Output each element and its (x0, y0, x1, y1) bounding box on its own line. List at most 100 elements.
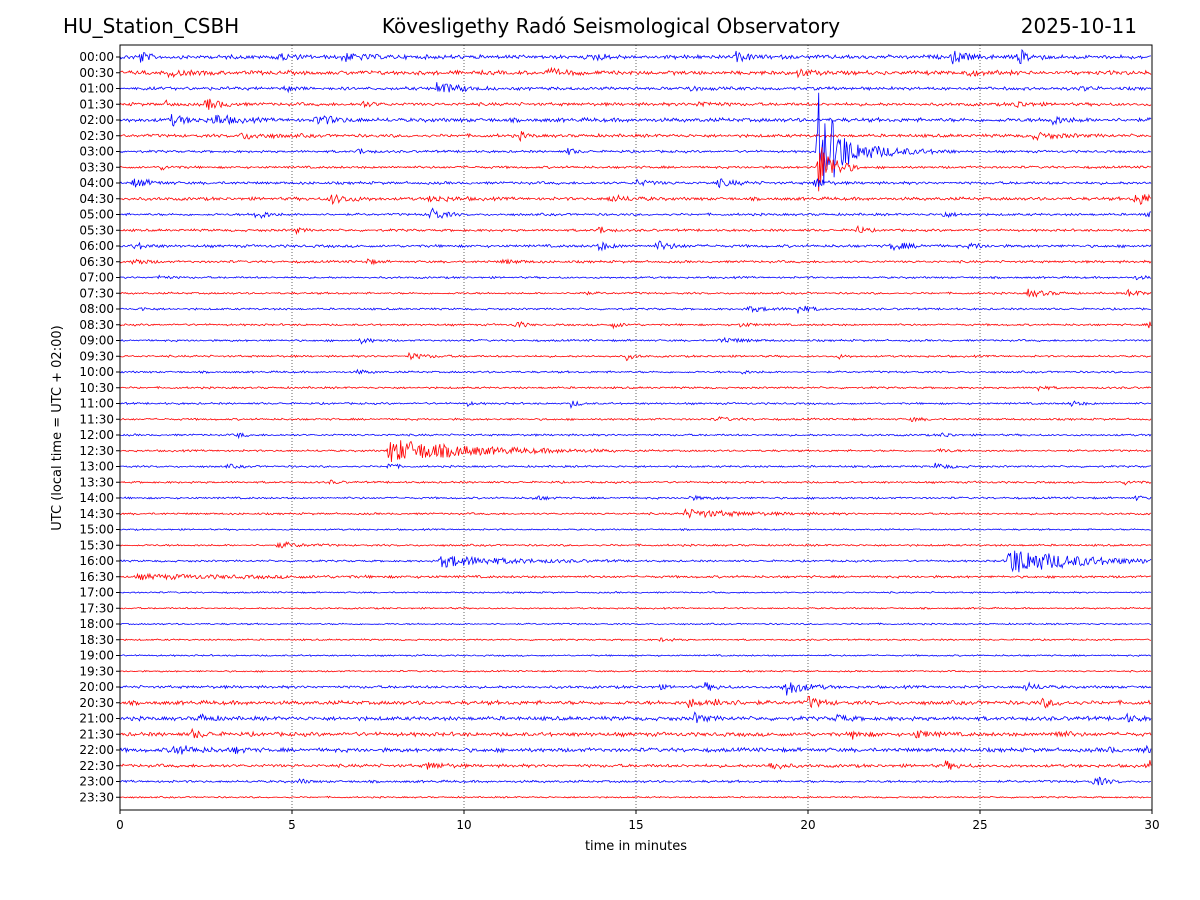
y-tick-label: 02:30 (79, 129, 114, 143)
trace-1230 (119, 440, 1152, 463)
y-tick-label: 17:00 (79, 586, 114, 600)
trace-2300 (119, 776, 1152, 786)
trace-2000 (119, 681, 1152, 696)
y-tick-label: 14:00 (79, 491, 114, 505)
y-tick-label: 09:00 (79, 334, 114, 348)
trace-1430 (119, 508, 1152, 519)
trace-1630 (119, 572, 1152, 581)
trace-0800 (119, 305, 1152, 314)
y-tick-label: 21:30 (79, 727, 114, 741)
y-tick-label: 12:30 (79, 444, 114, 458)
x-tick-label: 0 (116, 818, 124, 832)
trace-1030 (119, 385, 1152, 392)
x-tick-label: 20 (800, 818, 815, 832)
trace-0730 (119, 288, 1152, 298)
trace-0630 (119, 258, 1152, 266)
trace-0530 (119, 225, 1151, 236)
trace-0500 (119, 207, 1152, 219)
y-tick-label: 21:00 (79, 712, 114, 726)
x-axis-label: time in minutes (585, 839, 687, 854)
y-axis-label: UTC (local time = UTC + 02:00) (50, 325, 65, 530)
y-tick-label: 23:30 (79, 790, 114, 804)
trace-1200 (119, 432, 1152, 440)
y-tick-label: 13:00 (79, 460, 114, 474)
trace-1500 (119, 528, 1151, 532)
trace-0700 (119, 274, 1152, 281)
trace-0830 (119, 321, 1152, 330)
y-tick-label: 12:00 (79, 428, 114, 442)
x-tick-label: 10 (456, 818, 471, 832)
trace-2330 (119, 795, 1152, 799)
trace-2030 (119, 695, 1152, 709)
trace-1000 (119, 368, 1152, 375)
y-tick-label: 04:00 (79, 176, 114, 190)
y-tick-label: 15:00 (79, 523, 114, 537)
y-tick-label: 05:30 (79, 223, 114, 237)
x-tick-label: 25 (972, 818, 987, 832)
y-tick-label: 17:30 (79, 601, 114, 615)
trace-0300 (119, 92, 1152, 186)
y-tick-label: 11:30 (79, 412, 114, 426)
y-tick-label: 10:30 (79, 381, 114, 395)
trace-0900 (119, 336, 1152, 345)
observatory-title: Kövesligethy Radó Seismological Observat… (381, 14, 841, 38)
trace-0230 (119, 131, 1152, 143)
y-tick-label: 22:00 (79, 743, 114, 757)
trace-1800 (119, 622, 1152, 626)
trace-0000 (119, 48, 1152, 65)
y-tick-label: 02:00 (79, 113, 114, 127)
y-tick-label: 15:30 (79, 538, 114, 552)
y-tick-label: 00:30 (79, 66, 114, 80)
y-tick-label: 03:30 (79, 160, 114, 174)
trace-0600 (119, 240, 1152, 252)
trace-0430 (119, 193, 1152, 206)
trace-2200 (119, 744, 1152, 755)
y-tick-label: 00:00 (79, 50, 114, 64)
y-tick-label: 07:30 (79, 286, 114, 300)
trace-1830 (119, 637, 1152, 643)
trace-1400 (119, 494, 1152, 502)
y-tick-label: 20:30 (79, 696, 114, 710)
trace-1700 (119, 591, 1152, 595)
trace-1730 (119, 606, 1152, 610)
y-tick-label: 20:00 (79, 680, 114, 694)
y-tick-label: 10:00 (79, 365, 114, 379)
y-tick-label: 08:30 (79, 318, 114, 332)
trace-1130 (119, 416, 1152, 423)
y-tick-label: 23:00 (79, 775, 114, 789)
y-tick-label: 06:00 (79, 239, 114, 253)
trace-0400 (119, 178, 1152, 189)
trace-1530 (119, 541, 1152, 549)
trace-0100 (119, 82, 1152, 94)
trace-0930 (119, 351, 1151, 362)
trace-1600 (119, 550, 1152, 573)
trace-0330 (119, 147, 1152, 192)
y-tick-label: 08:00 (79, 302, 114, 316)
trace-0200 (119, 114, 1152, 127)
station-name: HU_Station_CSBH (63, 14, 240, 38)
trace-0130 (119, 98, 1152, 110)
trace-1930 (119, 669, 1152, 673)
y-tick-label: 16:30 (79, 570, 114, 584)
y-tick-label: 13:30 (79, 475, 114, 489)
trace-2230 (119, 760, 1152, 770)
trace-1300 (119, 462, 1152, 470)
y-tick-label: 18:30 (79, 633, 114, 647)
trace-1900 (119, 654, 1152, 658)
trace-1100 (119, 400, 1152, 410)
y-tick-label: 19:30 (79, 664, 114, 678)
y-tick-label: 05:00 (79, 208, 114, 222)
trace-0030 (119, 66, 1152, 79)
y-tick-label: 14:30 (79, 507, 114, 521)
x-tick-label: 15 (628, 818, 643, 832)
date-label: 2025-10-11 (1020, 14, 1137, 38)
x-tick-label: 30 (1144, 818, 1159, 832)
y-tick-label: 01:00 (79, 82, 114, 96)
y-tick-label: 01:30 (79, 97, 114, 111)
x-tick-label: 5 (288, 818, 296, 832)
y-tick-label: 09:30 (79, 349, 114, 363)
y-tick-label: 18:00 (79, 617, 114, 631)
y-tick-label: 19:00 (79, 649, 114, 663)
trace-2130 (119, 727, 1152, 740)
